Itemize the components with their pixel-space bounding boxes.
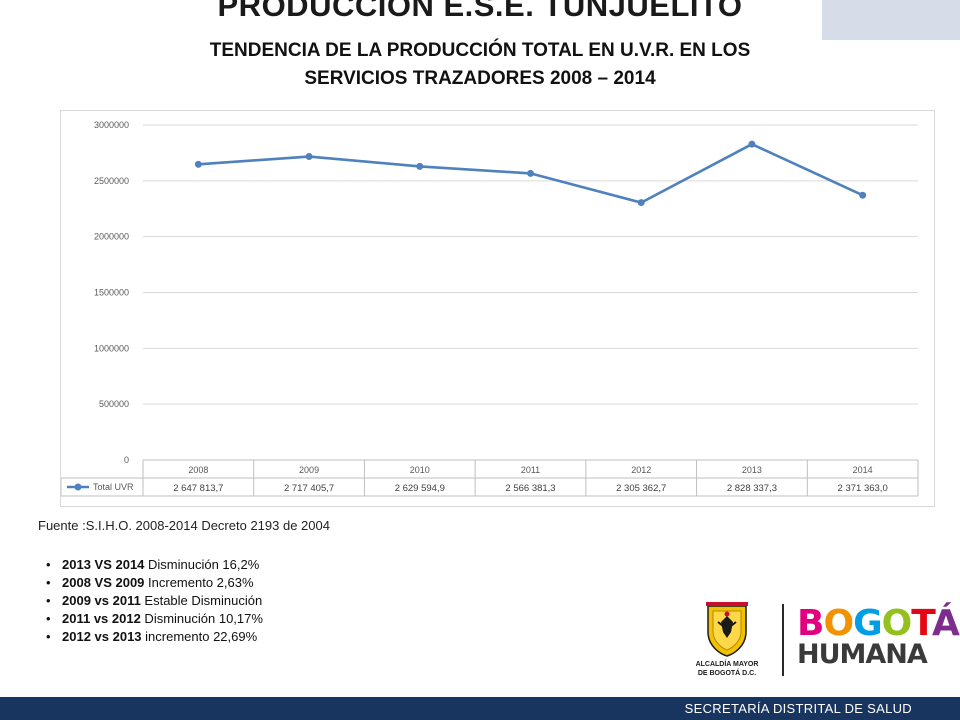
title-band-accent [822, 0, 960, 40]
y-tick-label: 1500000 [94, 288, 129, 298]
y-tick-label: 0 [124, 455, 129, 465]
x-category-label: 2010 [410, 465, 430, 475]
footer-text: SECRETARÍA DISTRITAL DE SALUD [684, 701, 912, 716]
y-tick-label: 2500000 [94, 176, 129, 186]
logo-divider [782, 604, 784, 676]
bogota-letter: O [823, 603, 854, 644]
source-note: Fuente :S.I.H.O. 2008-2014 Decreto 2193 … [38, 518, 330, 533]
x-category-label: 2014 [853, 465, 873, 475]
data-label: 2 305 362,7 [616, 483, 666, 494]
humana-wordmark: HUMANA [797, 639, 928, 670]
x-category-label: 2009 [299, 465, 319, 475]
alcaldia-line-1: ALCALDÍA MAYOR [695, 661, 759, 668]
y-tick-label: 2000000 [94, 232, 129, 242]
legend-label: Total UVR [93, 482, 134, 492]
note-period: 2008 VS 2009 [62, 575, 145, 590]
bogota-wordmark: BOGOTÁ [797, 603, 960, 644]
data-point [748, 140, 756, 148]
data-point [194, 160, 202, 168]
y-tick-label: 1000000 [94, 343, 129, 353]
subtitle-line-1: TENDENCIA DE LA PRODUCCIÓN TOTAL EN U.V.… [209, 40, 751, 61]
bogota-letter: T [911, 603, 933, 644]
data-label: 2 717 405,7 [284, 483, 334, 494]
x-category-label: 2008 [188, 465, 208, 475]
page-title: PRODUCCION E.S.E. TUNJUELITO [217, 0, 743, 23]
alcaldia-shield-logo [706, 602, 748, 657]
alcaldia-caption: ALCALDÍA MAYOR DE BOGOTÁ D.C. [686, 660, 768, 678]
y-tick-label: 500000 [99, 399, 129, 409]
comparison-list: 2013 VS 2014 Disminución 16,2% 2008 VS 2… [46, 556, 263, 646]
bogota-letter: G [853, 603, 883, 644]
data-point [637, 199, 645, 207]
note-period: 2011 vs 2012 [62, 611, 141, 626]
list-item: 2011 vs 2012 Disminución 10,17% [46, 610, 263, 628]
data-point [416, 162, 424, 170]
subtitle-line-2: SERVICIOS TRAZADORES 2008 – 2014 [304, 68, 656, 89]
data-label: 2 371 363,0 [838, 483, 888, 494]
note-text: Incremento 2,63% [144, 575, 254, 590]
x-category-label: 2011 [521, 465, 540, 475]
legend-marker [74, 483, 82, 491]
note-text: Disminución 16,2% [144, 557, 260, 572]
bogota-letter: Á [932, 603, 960, 644]
note-period: 2012 vs 2013 [62, 629, 142, 644]
note-text: Disminución 10,17% [140, 611, 263, 626]
data-label: 2 647 813,7 [173, 483, 223, 494]
y-tick-label: 3000000 [94, 120, 129, 130]
footer-bar: SECRETARÍA DISTRITAL DE SALUD [0, 697, 960, 720]
title-band [0, 0, 960, 40]
data-label: 2 566 381,3 [505, 483, 555, 494]
note-text: Estable Disminución [140, 593, 263, 608]
list-item: 2013 VS 2014 Disminución 16,2% [46, 556, 263, 574]
line-chart: 3000000 2500000 2000000 1500000 1000000 50000… [60, 120, 919, 497]
list-item: 2012 vs 2013 incremento 22,69% [46, 628, 263, 646]
list-item: 2009 vs 2011 Estable Disminución [46, 592, 263, 610]
data-point [305, 153, 313, 161]
note-period: 2013 VS 2014 [62, 557, 145, 572]
data-label: 2 828 337,3 [727, 483, 777, 494]
bogota-letter: B [797, 603, 824, 644]
alcaldia-line-2: DE BOGOTÁ D.C. [697, 670, 757, 677]
bogota-letter: O [881, 603, 913, 644]
data-label: 2 629 594,9 [395, 483, 445, 494]
chart-frame: 3000000 2500000 2000000 1500000 1000000 50000… [60, 110, 935, 507]
x-category-label: 2013 [742, 465, 762, 475]
list-item: 2008 VS 2009 Incremento 2,63% [46, 574, 263, 592]
note-text: incremento 22,69% [141, 629, 258, 644]
data-point [859, 191, 867, 199]
x-category-label: 2012 [631, 465, 651, 475]
data-point [527, 169, 534, 177]
note-period: 2009 vs 2011 [62, 593, 141, 608]
